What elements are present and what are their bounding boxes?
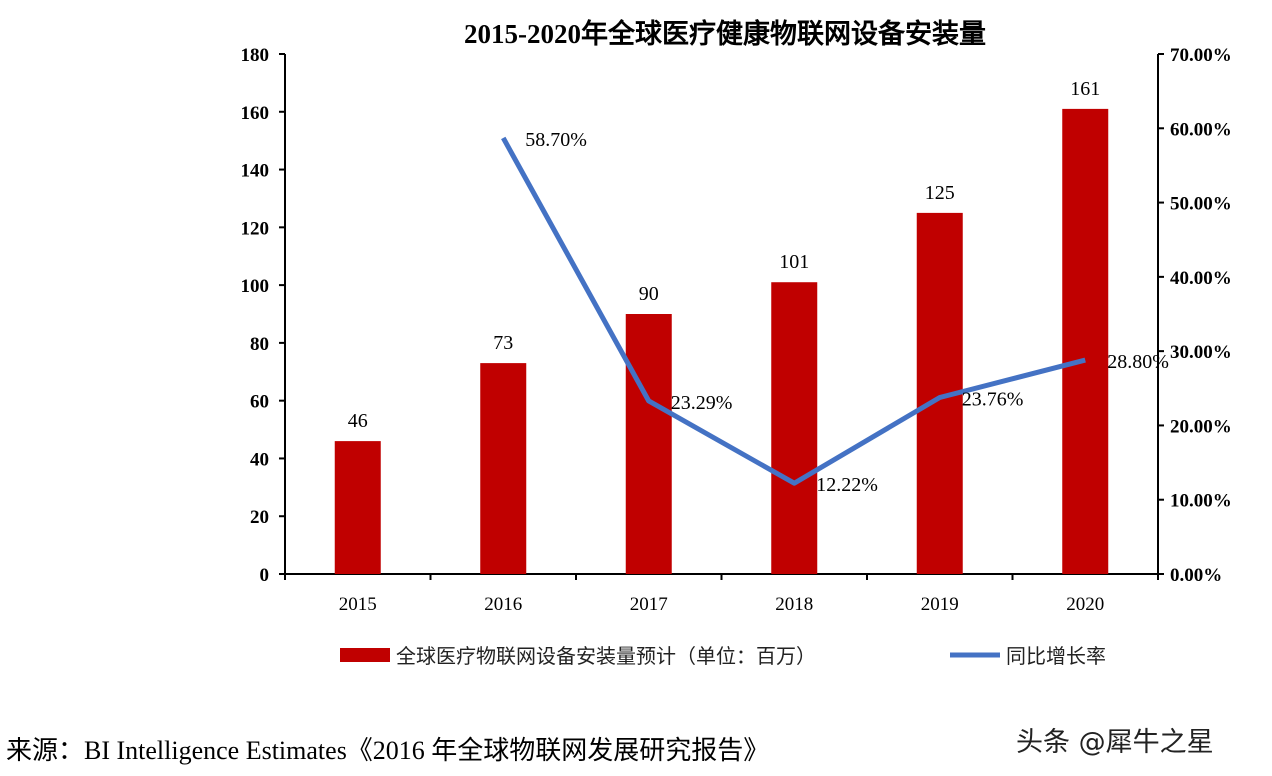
left-tick-label: 180 (241, 45, 270, 66)
line-data-label: 23.76% (962, 388, 1024, 410)
right-tick-label: 60.00% (1170, 119, 1232, 140)
right-tick-label: 70.00% (1170, 45, 1232, 66)
left-tick-label: 100 (241, 276, 270, 297)
left-tick-label: 140 (241, 161, 270, 182)
bar (480, 363, 527, 574)
bar (334, 441, 381, 574)
bar-data-label: 101 (779, 251, 809, 273)
x-tick-label: 2016 (484, 594, 522, 615)
growth-line (501, 136, 1086, 486)
bar (771, 282, 818, 574)
right-tick-label: 50.00% (1170, 194, 1232, 215)
right-tick-label: 0.00% (1170, 565, 1222, 586)
x-tick-label: 2020 (1066, 594, 1104, 615)
bar (625, 314, 672, 574)
right-tick-label: 40.00% (1170, 268, 1232, 289)
line-data-label: 58.70% (525, 129, 587, 151)
x-tick-label: 2019 (921, 594, 959, 615)
left-tick-label: 40 (250, 449, 269, 470)
left-tick-label: 20 (250, 507, 269, 528)
left-tick-label: 60 (250, 392, 269, 413)
line-data-label: 23.29% (671, 392, 733, 414)
line-data-label: 12.22% (816, 474, 878, 496)
bar (1062, 108, 1109, 574)
bar-data-label: 73 (493, 332, 513, 354)
x-tick-label: 2018 (775, 594, 813, 615)
x-tick-label: 2017 (630, 594, 668, 615)
legend-bar-label: 全球医疗物联网设备安装量预计（单位：百万） (396, 644, 816, 668)
right-tick-label: 10.00% (1170, 491, 1232, 512)
left-tick-label: 120 (241, 218, 270, 239)
source-note: 来源：BI Intelligence Estimates《2016 年全球物联网… (6, 736, 770, 765)
right-tick-label: 30.00% (1170, 342, 1232, 363)
left-tick-label: 0 (260, 565, 270, 586)
bar-data-label: 46 (348, 410, 368, 432)
left-tick-label: 80 (250, 334, 269, 355)
right-tick-label: 20.00% (1170, 416, 1232, 437)
chart-title: 2015-2020年全球医疗健康物联网设备安装量 (464, 19, 986, 49)
line-data-label: 28.80% (1107, 351, 1169, 373)
left-tick-label: 160 (241, 103, 270, 124)
bar-data-label: 90 (639, 283, 659, 305)
watermark: 头条 @犀牛之星 (1016, 727, 1214, 758)
x-tick-label: 2015 (339, 594, 377, 615)
chart: 0 20 40 60 80 100 120 140 160 180 0.00% 10.00% 20.00… (241, 45, 1232, 668)
bar-data-label: 161 (1070, 78, 1100, 100)
legend-line-label: 同比增长率 (1006, 644, 1106, 668)
legend-bar-swatch (340, 648, 390, 662)
bar-data-label: 125 (925, 182, 955, 204)
